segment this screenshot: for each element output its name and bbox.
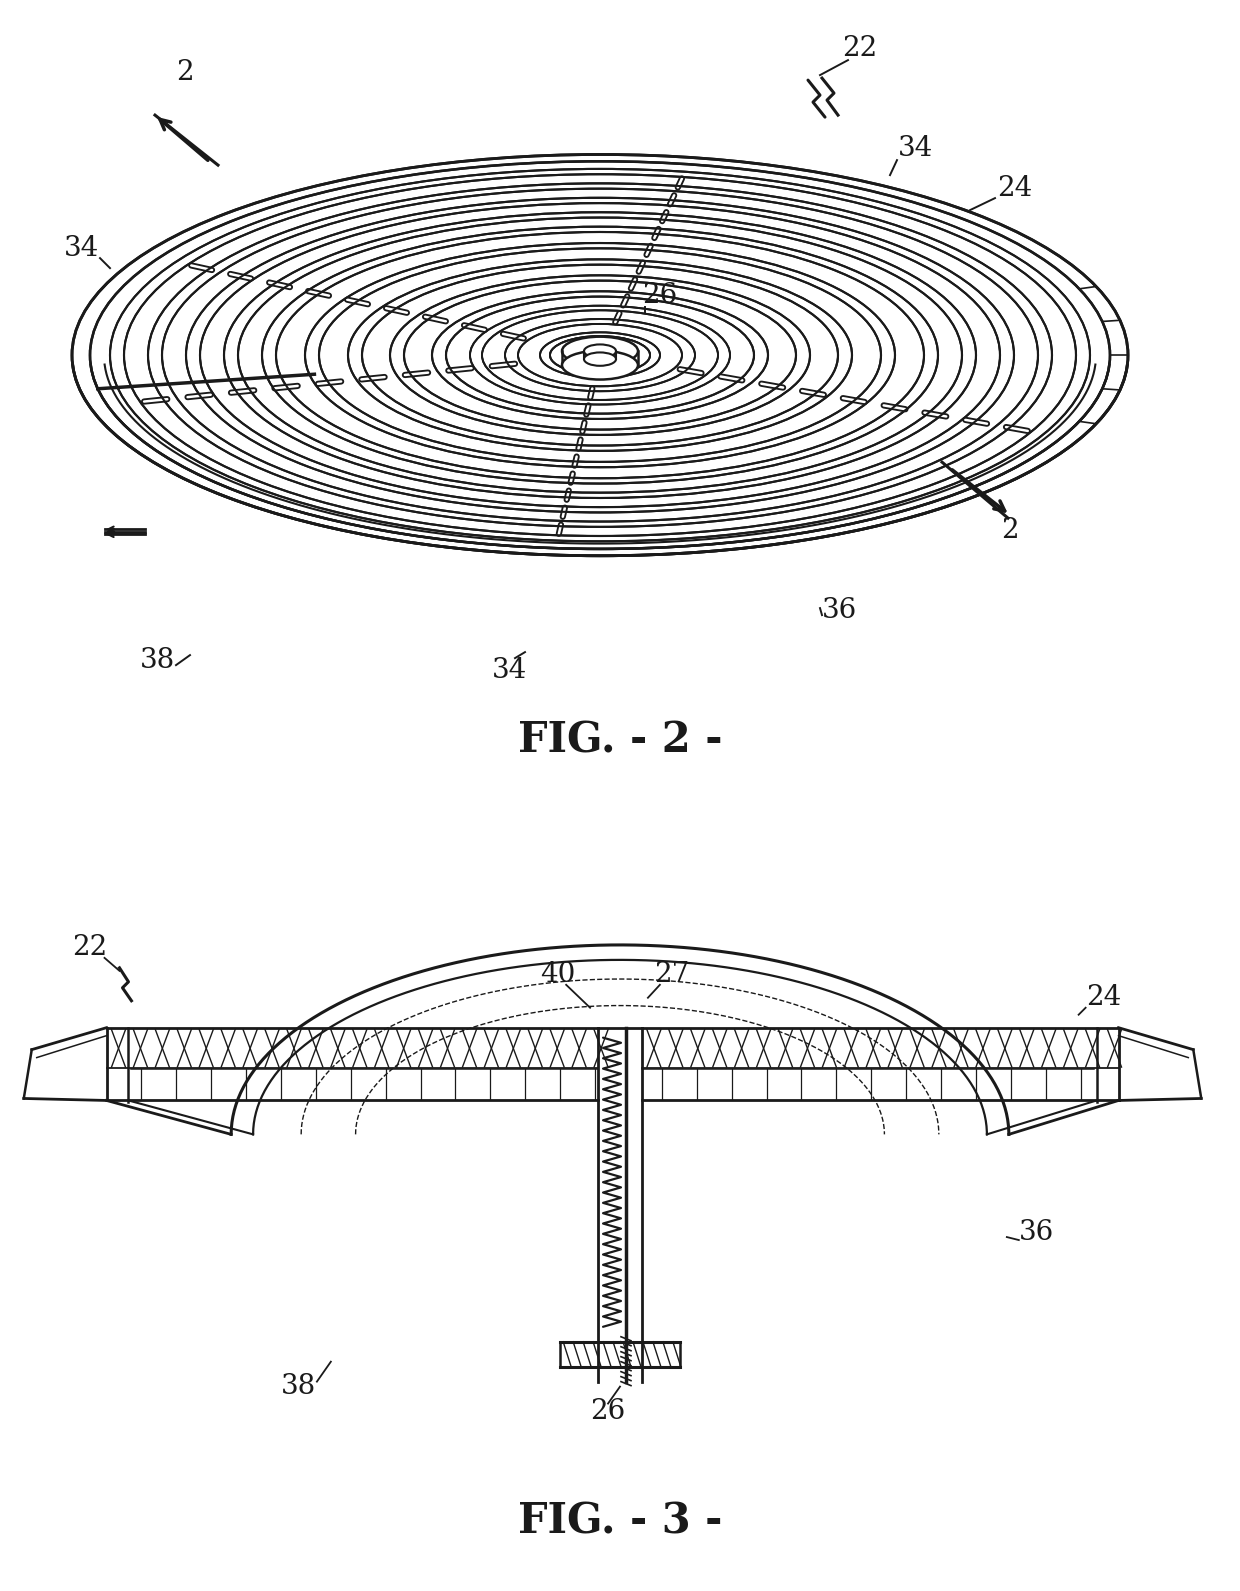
Text: 22: 22 [72, 934, 107, 961]
Text: 40: 40 [541, 961, 575, 988]
Ellipse shape [584, 353, 616, 366]
Text: 24: 24 [1086, 985, 1121, 1012]
Ellipse shape [584, 344, 616, 358]
Text: 24: 24 [997, 175, 1033, 202]
Text: 38: 38 [140, 646, 176, 673]
Text: 2: 2 [176, 59, 193, 86]
Text: 34: 34 [898, 135, 932, 162]
Text: 34: 34 [492, 657, 528, 684]
Text: 26: 26 [642, 282, 677, 309]
Text: 34: 34 [64, 234, 99, 261]
Text: 36: 36 [1019, 1219, 1054, 1246]
Text: 27: 27 [655, 961, 689, 988]
Text: FIG. - 2 -: FIG. - 2 - [518, 719, 722, 760]
Text: 26: 26 [590, 1398, 626, 1426]
Text: 38: 38 [281, 1373, 316, 1400]
Ellipse shape [562, 350, 639, 380]
Text: 2: 2 [1001, 517, 1019, 544]
Ellipse shape [562, 337, 639, 366]
Text: FIG. - 3 -: FIG. - 3 - [518, 1500, 722, 1542]
Text: 22: 22 [842, 35, 878, 62]
Text: 36: 36 [822, 597, 858, 624]
Ellipse shape [551, 336, 650, 374]
